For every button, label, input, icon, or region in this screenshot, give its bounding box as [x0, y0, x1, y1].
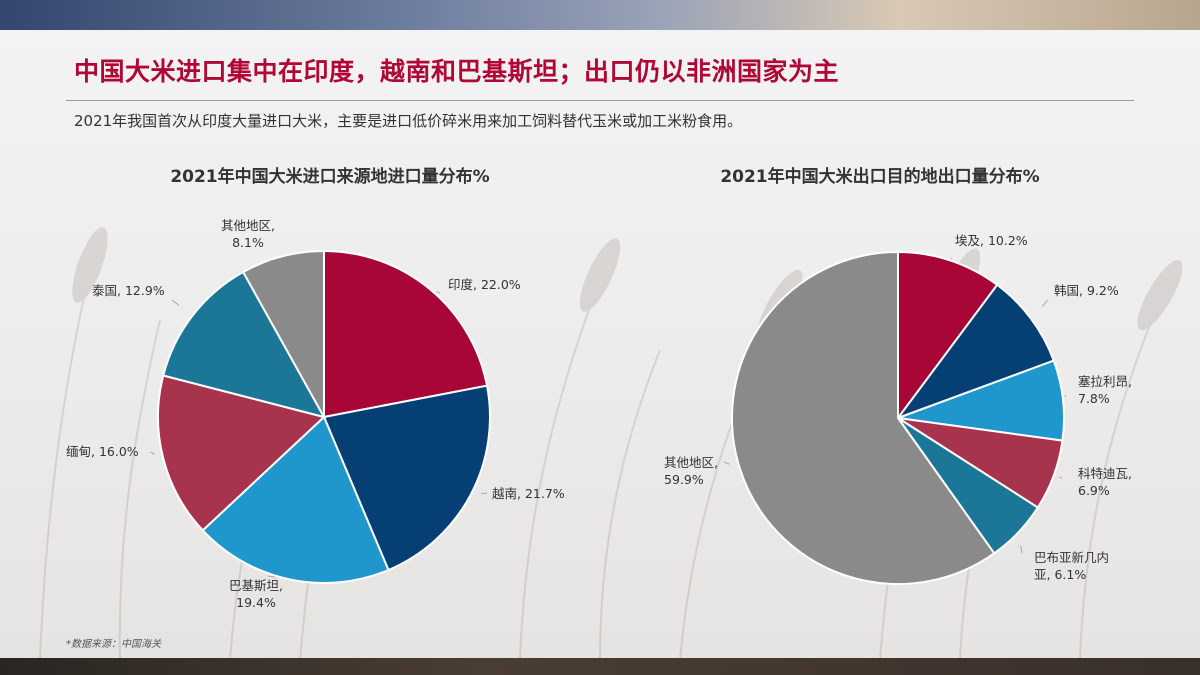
export-leader-line-5	[723, 461, 730, 465]
import-slice-4	[162, 270, 327, 419]
import-leader-line-1	[481, 492, 488, 495]
import-leader-line-3	[149, 451, 155, 455]
export-slice-5	[731, 250, 996, 585]
data-source-note: *数据来源：中国海关	[66, 639, 161, 650]
import-slice-2	[201, 415, 390, 584]
page-subtitle: 2021年我国首次从印度大量进口大米，主要是进口低价碎米用来加工饲料替代玉米或加…	[74, 112, 743, 130]
import-leader-line-4	[171, 299, 180, 306]
title-divider	[66, 100, 1134, 101]
import-data-label-2: 巴基斯坦, 19.4%	[229, 578, 283, 610]
export-leader-line-0	[951, 257, 953, 260]
import-leader-line-0	[436, 291, 441, 294]
export-leader-line-2	[1064, 394, 1067, 397]
import-leader-line-5	[267, 259, 274, 263]
export-data-label-2: 塞拉利昂, 7.8%	[1078, 374, 1132, 406]
export-data-label-0: 埃及, 10.2%	[955, 233, 1028, 248]
export-slice-1	[895, 283, 1056, 421]
import-data-label-5: 其他地区, 8.1%	[221, 218, 275, 250]
import-data-label-1: 越南, 21.7%	[492, 486, 565, 501]
import-data-label-4: 泰国, 12.9%	[92, 283, 165, 298]
export-leader-line-3	[1058, 476, 1063, 479]
import-slice-5	[241, 249, 325, 421]
import-slice-1	[322, 384, 491, 572]
import-data-label-0: 印度, 22.0%	[448, 277, 521, 292]
import-data-label-3: 缅甸, 16.0%	[66, 444, 139, 459]
export-leader-line-4	[1020, 545, 1023, 554]
export-chart-title: 2021年中国大米出口目的地出口量分布%	[720, 167, 1040, 187]
import-leader-line-2	[267, 575, 276, 578]
export-leader-line-1	[1041, 299, 1049, 307]
export-slice-0	[897, 250, 999, 422]
import-chart-title: 2021年中国大米进口来源地进口量分布%	[170, 167, 490, 187]
header-photo-strip	[0, 0, 1200, 30]
export-data-label-3: 科特迪瓦, 6.9%	[1078, 466, 1132, 498]
page-title: 中国大米进口集中在印度，越南和巴基斯坦；出口仍以非洲国家为主	[74, 57, 840, 86]
export-data-label-5: 其他地区, 59.9%	[664, 455, 718, 487]
footer-photo-strip	[0, 658, 1200, 675]
export-data-label-4: 巴布亚新几内亚, 6.1%	[1034, 550, 1109, 582]
export-data-label-1: 韩国, 9.2%	[1054, 283, 1119, 298]
import-slice-0	[323, 249, 489, 419]
import-slice-3	[157, 374, 327, 532]
